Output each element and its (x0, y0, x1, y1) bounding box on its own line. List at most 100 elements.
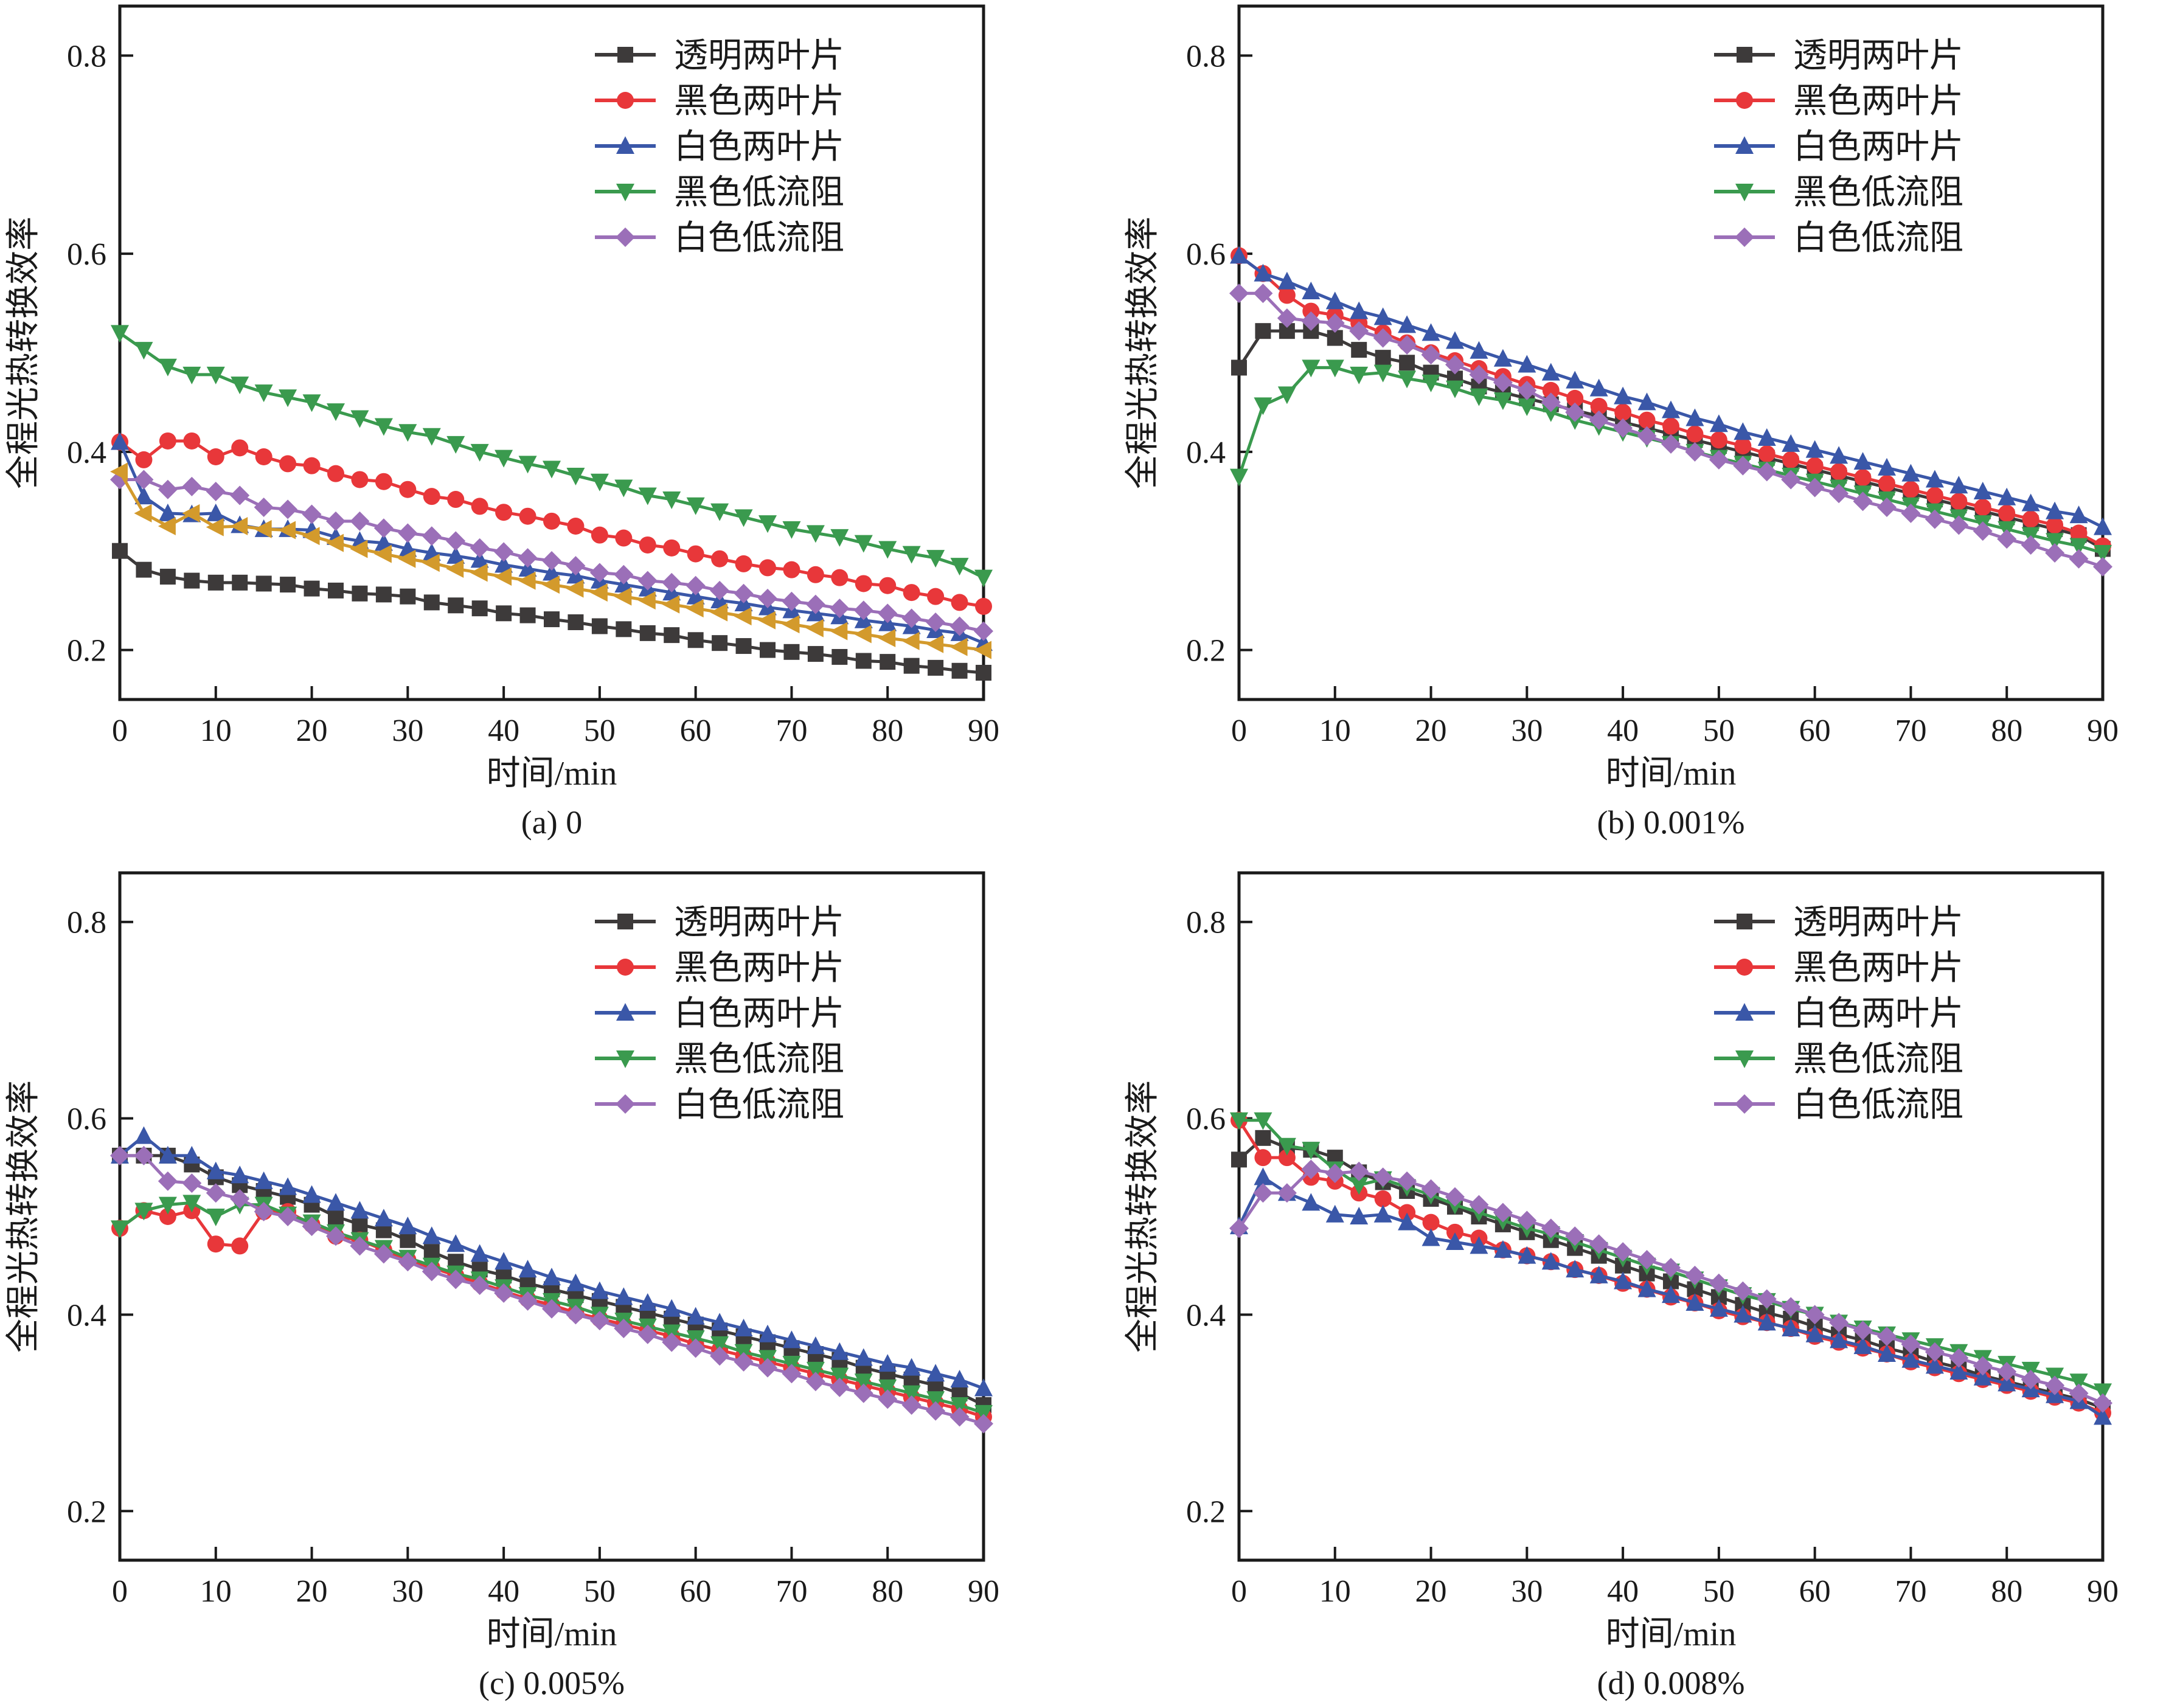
data-point (1925, 1356, 1944, 1374)
data-point (1230, 1112, 1248, 1130)
data-point (758, 515, 777, 533)
legend-label: 透明两叶片 (674, 36, 844, 75)
data-point (494, 568, 512, 586)
data-point (374, 1209, 393, 1227)
data-point (853, 625, 872, 644)
data-point (1446, 1232, 1464, 1250)
data-point (159, 432, 176, 450)
data-point (304, 580, 320, 597)
data-point (1374, 1190, 1392, 1207)
data-point (975, 597, 992, 615)
data-point (1878, 1344, 1896, 1362)
data-point (111, 1220, 129, 1238)
data-point (1878, 474, 1895, 492)
y-tick-label: 0.2 (1186, 1494, 1226, 1529)
data-point (1445, 355, 1465, 375)
data-point (182, 1173, 202, 1193)
data-point (1710, 431, 1727, 449)
data-point (350, 410, 369, 428)
data-point (639, 536, 656, 554)
legend-item: 白色两叶片 (595, 994, 844, 1033)
legend-marker (1736, 92, 1753, 109)
x-axis-label: 时间/min (487, 1616, 617, 1653)
data-point (976, 665, 991, 681)
legend-item: 白色低流阻 (1714, 218, 1963, 258)
legend-item: 透明两叶片 (595, 36, 844, 75)
data-point (206, 518, 224, 536)
series-line (119, 332, 985, 579)
data-point (446, 1234, 465, 1252)
data-point (830, 1367, 849, 1386)
x-tick-label: 70 (776, 1574, 807, 1609)
data-point (302, 504, 322, 524)
data-point (1589, 378, 1608, 397)
data-point (926, 1401, 946, 1421)
data-point (254, 384, 273, 403)
y-tick-label: 0.2 (1186, 634, 1226, 668)
data-point (398, 523, 418, 543)
data-point (638, 487, 657, 505)
data-point (854, 1348, 873, 1366)
data-point (1925, 1342, 1945, 1362)
data-point (2045, 1375, 2065, 1395)
data-point (1230, 468, 1248, 487)
data-point (302, 527, 320, 546)
data-point (255, 575, 272, 592)
data-point (158, 358, 177, 377)
data-point (759, 559, 776, 577)
data-point (1445, 1187, 1465, 1207)
legend-label: 黑色低流阻 (1793, 173, 1963, 212)
y-axis-label: 全程光热转换效率 (1124, 217, 1162, 489)
data-point (831, 569, 849, 586)
data-point (855, 575, 872, 592)
legend-label: 黑色两叶片 (674, 82, 844, 121)
x-tick-label: 0 (112, 1574, 128, 1609)
x-tick-label: 50 (1703, 713, 1735, 748)
data-point (1373, 1167, 1393, 1187)
data-point (134, 342, 153, 360)
data-point (830, 1342, 849, 1360)
data-point (1518, 1246, 1536, 1264)
legend-item: 黑色低流阻 (1714, 1040, 1963, 1079)
y-tick-label: 0.4 (67, 436, 106, 470)
data-point (712, 635, 728, 651)
data-point (422, 1226, 441, 1245)
data-point (302, 394, 321, 412)
data-point (1758, 445, 1775, 463)
y-tick-label: 0.4 (67, 1298, 106, 1333)
data-point (518, 548, 538, 568)
data-point (423, 594, 440, 611)
legend-item: 透明两叶片 (1714, 36, 1963, 75)
data-point (1398, 370, 1417, 389)
data-point (1805, 477, 1825, 498)
x-tick-label: 20 (296, 713, 328, 748)
data-point (254, 1171, 273, 1189)
x-axis-label: 时间/min (487, 755, 617, 793)
data-point (1733, 456, 1753, 476)
data-point (542, 551, 561, 571)
data-point (495, 504, 513, 521)
data-point (374, 418, 393, 436)
data-point (878, 1389, 898, 1409)
data-point (446, 1269, 466, 1290)
data-point (158, 1196, 177, 1215)
data-point (1997, 529, 2017, 549)
data-point (734, 1352, 754, 1372)
data-point (398, 1217, 417, 1235)
data-point (206, 482, 226, 501)
data-point (1254, 1112, 1272, 1130)
data-point (182, 1145, 201, 1164)
data-point (1325, 1163, 1345, 1183)
x-tick-label: 30 (392, 713, 423, 748)
x-tick-label: 80 (1991, 713, 2022, 748)
y-tick-label: 0.8 (67, 906, 106, 940)
y-axis-label: 全程光热转换效率 (5, 1080, 43, 1353)
legend-item: 黑色两叶片 (1714, 948, 1963, 988)
data-point (1901, 503, 1921, 523)
legend-label: 透明两叶片 (1793, 903, 1963, 942)
legend-marker (1735, 184, 1754, 201)
legend-label: 透明两叶片 (1793, 36, 1963, 75)
data-point (807, 646, 824, 662)
data-point (664, 627, 680, 644)
data-point (400, 1232, 416, 1248)
